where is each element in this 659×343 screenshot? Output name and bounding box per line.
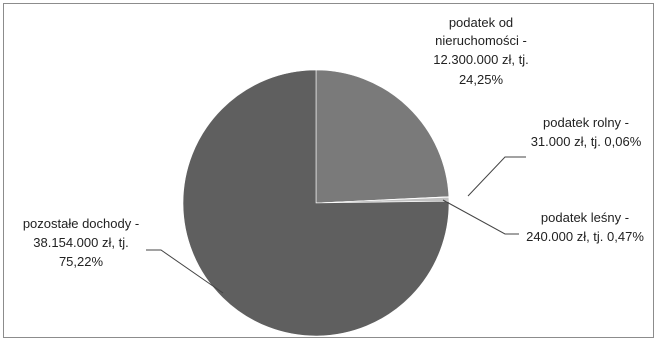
pie-slice-3 bbox=[182, 69, 450, 337]
pie-slices bbox=[182, 69, 450, 337]
label-line: podatek leśny - bbox=[541, 210, 629, 225]
label-line: podatek od bbox=[449, 15, 513, 30]
label-podatek-od-nieruchomosci: podatek od nieruchomości - 12.300.000 zł… bbox=[433, 15, 528, 87]
label-pozostale-dochody: pozostałe dochody - 38.154.000 zł, tj. 7… bbox=[23, 216, 139, 269]
label-line: nieruchomości - bbox=[435, 33, 527, 48]
pie-slice-0 bbox=[315, 69, 450, 204]
label-line: 38.154.000 zł, tj. bbox=[33, 235, 128, 250]
label-line: 24,25% bbox=[459, 72, 504, 87]
leader-line-podatek-rolny bbox=[467, 156, 526, 197]
leader-lines bbox=[146, 156, 526, 294]
leader-line-pozostale-dochody bbox=[146, 249, 224, 294]
label-line: 12.300.000 zł, tj. bbox=[433, 52, 528, 67]
label-podatek-rolny: podatek rolny - 31.000 zł, tj. 0,06% bbox=[531, 115, 642, 149]
label-line: podatek rolny - bbox=[543, 115, 629, 130]
label-line: 31.000 zł, tj. 0,06% bbox=[531, 134, 642, 149]
label-line: pozostałe dochody - bbox=[23, 216, 139, 231]
leader-line-podatek-lesny bbox=[442, 199, 519, 235]
label-line: 240.000 zł, tj. 0,47% bbox=[526, 229, 644, 244]
label-podatek-lesny: podatek leśny - 240.000 zł, tj. 0,47% bbox=[526, 210, 644, 244]
label-line: 75,22% bbox=[59, 254, 104, 269]
